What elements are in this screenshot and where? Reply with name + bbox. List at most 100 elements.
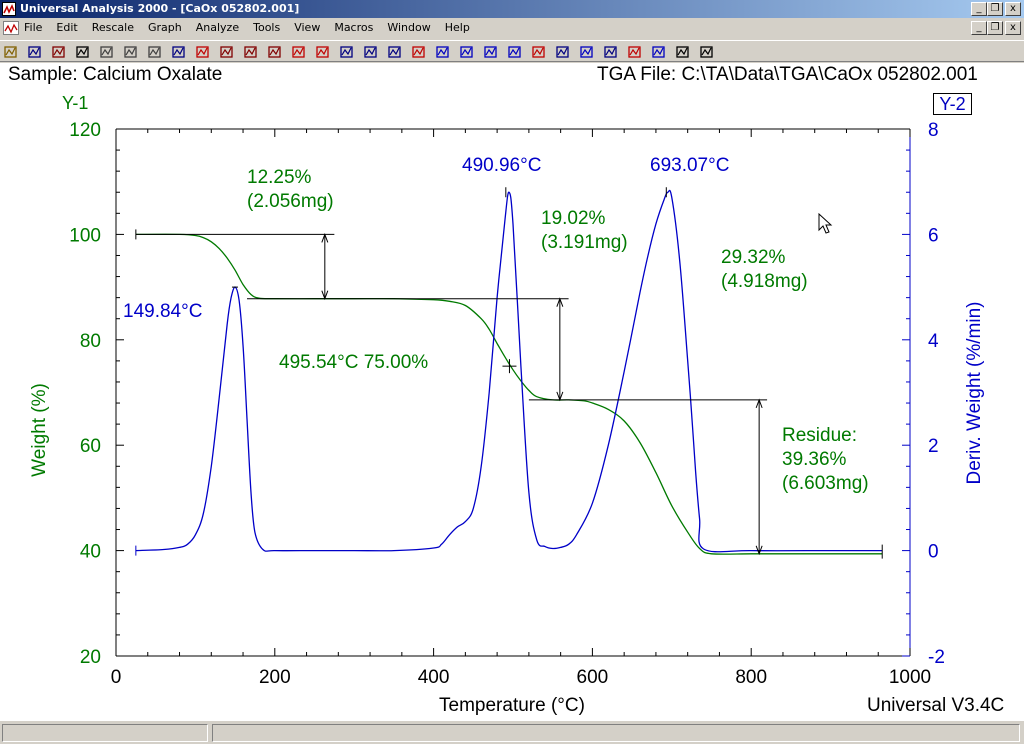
step-icon[interactable] bbox=[387, 44, 403, 60]
slope-icon[interactable] bbox=[603, 44, 619, 60]
y1-tick-label: 20 bbox=[80, 647, 101, 668]
plot-canvas: Sample: Calcium Oxalate TGA File: C:\TA\… bbox=[0, 63, 1024, 720]
save-icon[interactable] bbox=[27, 44, 43, 60]
menu-macros[interactable]: Macros bbox=[334, 21, 374, 34]
document-icon[interactable] bbox=[3, 21, 19, 35]
y1-tick-label: 40 bbox=[80, 542, 101, 563]
step2-label: 19.02% bbox=[541, 208, 606, 229]
y1-tick-label: 120 bbox=[69, 120, 101, 141]
grid-icon[interactable] bbox=[219, 44, 235, 60]
residue-label: (6.603mg) bbox=[782, 473, 869, 494]
file-label: TGA File: C:\TA\Data\TGA\CaOx 052802.001 bbox=[597, 64, 978, 85]
mouse-pointer-icon bbox=[818, 213, 833, 234]
crosshair-icon[interactable] bbox=[315, 44, 331, 60]
print-preview-icon[interactable] bbox=[123, 44, 139, 60]
weight-line bbox=[135, 233, 883, 555]
tg-icon[interactable] bbox=[555, 44, 571, 60]
maximize-button[interactable]: ❐ bbox=[987, 2, 1003, 16]
doc-minimize-button[interactable]: _ bbox=[971, 21, 987, 35]
menu-help[interactable]: Help bbox=[444, 21, 470, 34]
y1-tick-label: 80 bbox=[80, 331, 101, 352]
open-icon[interactable] bbox=[3, 44, 19, 60]
onset-icon[interactable] bbox=[411, 44, 427, 60]
grid2-icon[interactable] bbox=[339, 44, 355, 60]
baseline-icon[interactable] bbox=[579, 44, 595, 60]
series-layer bbox=[135, 189, 883, 559]
integrate-icon[interactable] bbox=[483, 44, 499, 60]
step1-label: 12.25% bbox=[247, 167, 312, 188]
y1-tick-label: 60 bbox=[80, 436, 101, 457]
menu-items: File Edit Rescale Graph Analyze Tools View Macr… bbox=[24, 21, 470, 34]
layout-icon[interactable] bbox=[75, 44, 91, 60]
toolbar bbox=[0, 40, 1024, 62]
x-tick-label: 600 bbox=[577, 667, 609, 688]
window-titlebar[interactable]: Universal Analysis 2000 - [CaOx 052802.0… bbox=[0, 0, 1024, 18]
menu-tools[interactable]: Tools bbox=[253, 21, 281, 34]
signal-icon[interactable] bbox=[291, 44, 307, 60]
range2-icon[interactable] bbox=[267, 44, 283, 60]
menu-rescale[interactable]: Rescale bbox=[91, 21, 134, 34]
x-tick-label: 1000 bbox=[889, 667, 931, 688]
y1-tag[interactable]: Y-1 bbox=[62, 93, 89, 113]
app-icon bbox=[2, 2, 16, 16]
smooth-icon[interactable] bbox=[651, 44, 667, 60]
sample-label: Sample: Calcium Oxalate bbox=[8, 64, 223, 85]
y2-tick-label: 0 bbox=[928, 542, 939, 563]
doc-close-button[interactable]: x bbox=[1005, 21, 1021, 35]
step3-arrow-head-bottom bbox=[755, 545, 763, 556]
step3-label: 29.32% bbox=[721, 247, 786, 268]
version-label: Universal V3.4C bbox=[867, 695, 1004, 716]
menu-window[interactable]: Window bbox=[387, 21, 431, 34]
y1-tick-label: 100 bbox=[69, 225, 101, 246]
auto-icon[interactable] bbox=[435, 44, 451, 60]
y2-tick-label: -2 bbox=[928, 647, 945, 668]
axes: 0 200 400 600 800 1000 20 40 60 80 100 120 -2 0 2 4 6 8 bbox=[69, 120, 945, 688]
y2-tick-label: 6 bbox=[928, 225, 939, 246]
menu-analyze[interactable]: Analyze bbox=[195, 21, 240, 34]
minimize-button[interactable]: _ bbox=[971, 2, 987, 16]
close-button[interactable]: x bbox=[1005, 2, 1021, 16]
step2-arrow-head-top bbox=[556, 297, 564, 307]
notes-icon[interactable] bbox=[675, 44, 691, 60]
peak2-label: 490.96°C bbox=[462, 155, 541, 176]
print-icon[interactable] bbox=[99, 44, 115, 60]
y2-tick-label: 2 bbox=[928, 436, 939, 457]
derivative-icon[interactable] bbox=[459, 44, 475, 60]
peak-max-icon[interactable] bbox=[531, 44, 547, 60]
save-all-icon[interactable] bbox=[51, 44, 67, 60]
report-icon[interactable] bbox=[699, 44, 715, 60]
x-tick-label: 0 bbox=[111, 667, 122, 688]
y1-axis-label: Weight (%) bbox=[29, 383, 50, 477]
x-tick-label: 200 bbox=[259, 667, 291, 688]
tga-chart: 0 200 400 600 800 1000 20 40 60 80 100 120 -2 0 2 4 6 8 1… bbox=[29, 120, 1004, 716]
forward-icon[interactable] bbox=[627, 44, 643, 60]
residue-label: 39.36% bbox=[782, 449, 847, 470]
annotation-layer: 12.25% (2.056mg) 19.02% (3.191mg) 29.32% (4.9… bbox=[123, 155, 869, 556]
menubar: File Edit Rescale Graph Analyze Tools View Macr… bbox=[0, 18, 1024, 38]
valley-icon[interactable] bbox=[507, 44, 523, 60]
step1-label: (2.056mg) bbox=[247, 191, 334, 212]
y2-tick-label: 8 bbox=[928, 120, 939, 141]
range-icon[interactable] bbox=[243, 44, 259, 60]
cursor-icon[interactable] bbox=[147, 44, 163, 60]
y2-tick-label: 4 bbox=[928, 331, 939, 352]
step2-arrow-head-bottom bbox=[556, 391, 564, 402]
doc-restore-button[interactable]: ❐ bbox=[987, 21, 1003, 35]
y2-axis-label: Deriv. Weight (%/min) bbox=[964, 302, 985, 485]
find-icon[interactable] bbox=[171, 44, 187, 60]
x-axis-label: Temperature (°C) bbox=[439, 695, 585, 716]
rescale-icon[interactable] bbox=[195, 44, 211, 60]
menu-file[interactable]: File bbox=[24, 21, 43, 34]
step1-arrow-head-bottom bbox=[321, 290, 329, 301]
status-pane-left bbox=[2, 724, 208, 742]
step3-arrow-head-top bbox=[755, 398, 763, 409]
peak-icon[interactable] bbox=[363, 44, 379, 60]
peak3-label: 693.07°C bbox=[650, 155, 729, 176]
statusbar bbox=[0, 720, 1024, 744]
y2-tag[interactable]: Y-2 bbox=[933, 93, 972, 115]
inflection-label: 495.54°C 75.00% bbox=[279, 352, 428, 373]
menu-graph[interactable]: Graph bbox=[148, 21, 182, 34]
menu-view[interactable]: View bbox=[294, 21, 321, 34]
menu-edit[interactable]: Edit bbox=[56, 21, 78, 34]
step2-label: (3.191mg) bbox=[541, 232, 628, 253]
